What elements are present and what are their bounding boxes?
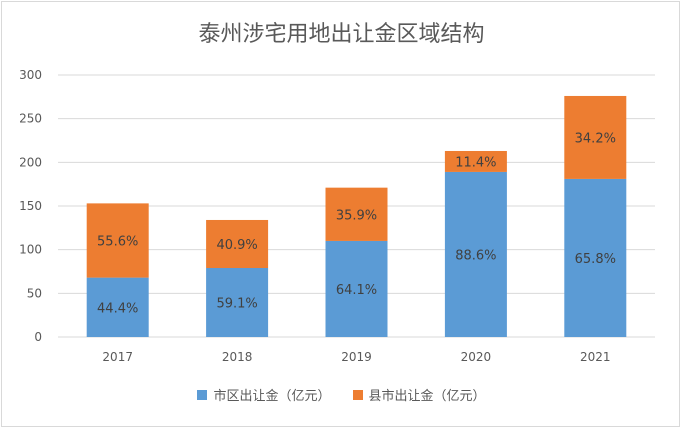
legend-label-county: 县市出让金（亿元） xyxy=(368,389,486,404)
bar-city xyxy=(206,268,269,337)
data-label: 55.6% xyxy=(97,234,138,249)
bar-county xyxy=(444,150,507,172)
legend-item-county: 县市出让金（亿元） xyxy=(352,385,486,404)
x-tick-label: 2018 xyxy=(222,350,253,364)
bar-city xyxy=(564,178,627,337)
data-label: 44.4% xyxy=(97,301,138,316)
bar-county xyxy=(325,187,388,241)
y-tick-label: 150 xyxy=(19,199,42,213)
x-tick-label: 2017 xyxy=(102,350,133,364)
data-label: 88.6% xyxy=(455,248,496,263)
chart-legend: 市区出让金（亿元） 县市出让金（亿元） xyxy=(0,385,683,404)
bar-county xyxy=(206,219,269,269)
data-label: 65.8% xyxy=(575,252,616,267)
bar-city xyxy=(325,240,388,337)
bar-city xyxy=(86,277,149,337)
data-label: 40.9% xyxy=(216,238,257,253)
y-tick-label: 50 xyxy=(27,286,42,300)
legend-label-city: 市区出让金（亿元） xyxy=(213,389,331,404)
legend-swatch-county xyxy=(352,389,363,400)
legend-item-city: 市区出让金（亿元） xyxy=(197,385,331,404)
y-tick-label: 300 xyxy=(19,68,42,82)
legend-swatch-city xyxy=(197,389,208,400)
y-tick-label: 200 xyxy=(19,155,42,169)
data-label: 34.2% xyxy=(575,131,616,146)
y-tick-label: 250 xyxy=(19,112,42,126)
data-label: 64.1% xyxy=(336,283,377,298)
bar-county xyxy=(564,95,627,179)
x-tick-label: 2020 xyxy=(461,350,492,364)
x-tick-label: 2021 xyxy=(580,350,611,364)
chart-title: 泰州涉宅用地出让金区域结构 xyxy=(198,22,485,47)
y-tick-label: 100 xyxy=(19,243,42,257)
x-tick-label: 2019 xyxy=(341,350,372,364)
data-label: 35.9% xyxy=(336,208,377,223)
bar-county xyxy=(86,203,149,278)
y-tick-label: 0 xyxy=(34,330,42,344)
bar-city xyxy=(444,171,507,337)
data-label: 59.1% xyxy=(216,297,257,312)
data-label: 11.4% xyxy=(455,155,496,170)
